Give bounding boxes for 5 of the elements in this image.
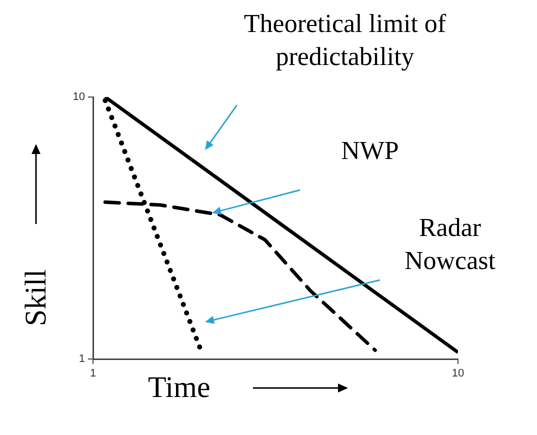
x-axis-title: Time — [148, 370, 210, 406]
annotation: Radar Nowcast — [404, 212, 496, 276]
annotation: NWP — [340, 135, 400, 167]
y-axis-title: Skill — [18, 268, 54, 328]
text: Theoretical limit of predictability — [242, 8, 448, 73]
